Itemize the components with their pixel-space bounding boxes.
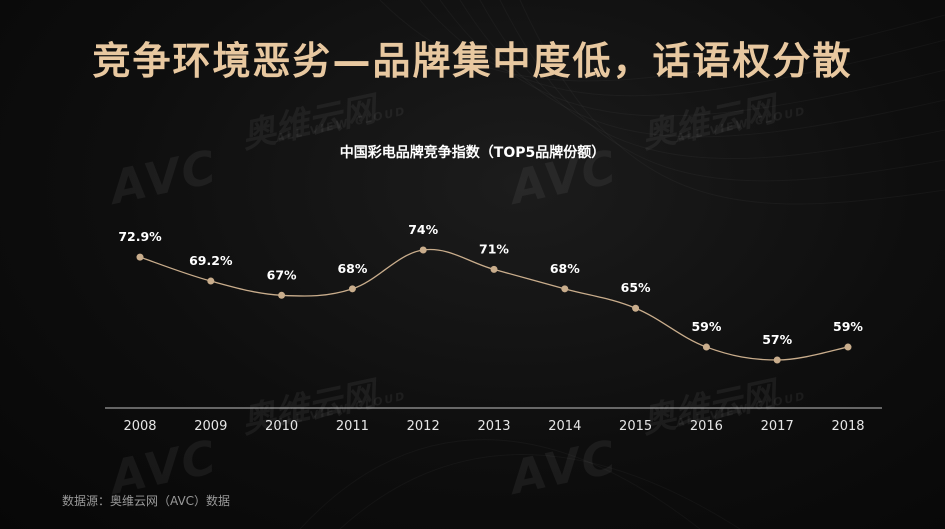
- data-point: [773, 356, 781, 364]
- data-label: 65%: [621, 280, 651, 295]
- page-title: 竞争环境恶劣—品牌集中度低，话语权分散: [92, 39, 853, 83]
- data-point: [419, 246, 427, 254]
- x-tick-label: 2017: [761, 419, 794, 434]
- x-tick-label: 2012: [407, 419, 440, 434]
- x-tick-label: 2008: [123, 419, 156, 434]
- x-tick-label: 2011: [336, 419, 369, 434]
- chart-title: 中国彩电品牌竞争指数（TOP5品牌份额）: [339, 145, 606, 161]
- data-point: [702, 343, 710, 351]
- data-point: [632, 304, 640, 312]
- data-point: [278, 291, 286, 299]
- x-tick-label: 2015: [619, 419, 652, 434]
- data-point: [136, 253, 144, 261]
- data-label: 68%: [550, 261, 580, 276]
- source-note: 数据源：奥维云网（AVC）数据: [62, 494, 231, 508]
- data-point: [207, 277, 215, 285]
- data-label: 59%: [691, 319, 721, 334]
- data-label: 71%: [479, 241, 509, 256]
- x-tick-label: 2010: [265, 419, 298, 434]
- x-tick-label: 2013: [477, 419, 510, 434]
- data-label: 68%: [337, 261, 367, 276]
- data-label: 59%: [833, 319, 863, 334]
- x-tick-label: 2009: [194, 419, 227, 434]
- data-label: 72.9%: [118, 229, 162, 244]
- data-label: 69.2%: [189, 253, 233, 268]
- x-tick-label: 2016: [690, 419, 723, 434]
- data-point: [844, 343, 852, 351]
- data-point: [490, 265, 498, 273]
- data-point: [561, 285, 569, 293]
- x-tick-label: 2014: [548, 419, 581, 434]
- data-label: 57%: [762, 332, 792, 347]
- x-tick-label: 2018: [831, 419, 864, 434]
- data-label: 67%: [267, 267, 297, 282]
- data-label: 74%: [408, 222, 438, 237]
- data-point: [348, 285, 356, 293]
